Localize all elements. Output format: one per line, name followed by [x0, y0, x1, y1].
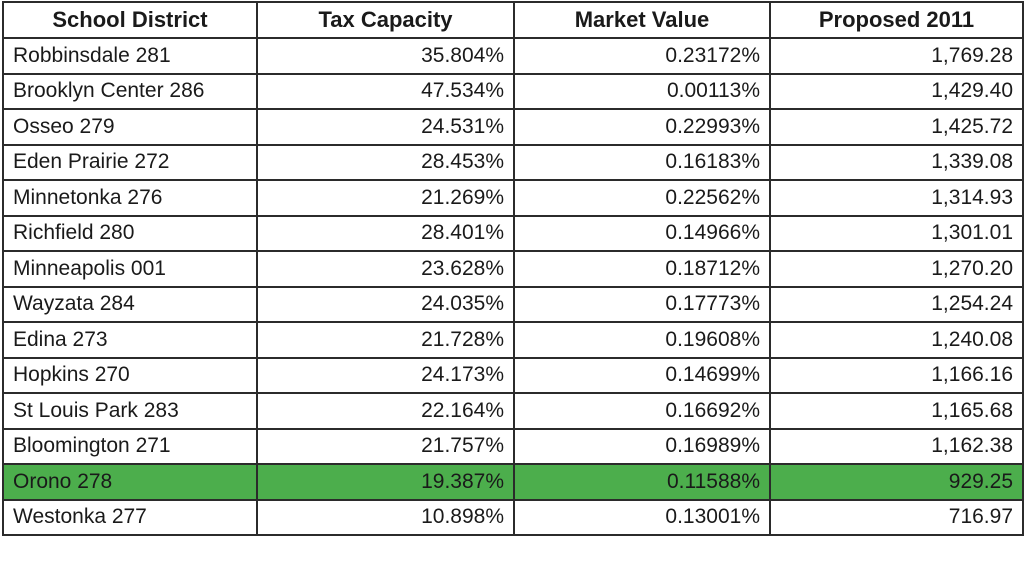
market-value-cell: 0.14699%	[513, 356, 771, 394]
tax-capacity-cell: 23.628%	[256, 250, 515, 288]
table-row: Brooklyn Center 286 47.534% 0.00113% 1,429.…	[2, 72, 1024, 110]
table-row: Westonka 277 10.898% 0.13001% 716.97	[2, 498, 1024, 536]
proposed-2011-cell: 1,769.28	[769, 37, 1024, 75]
tax-capacity-cell: 24.035%	[256, 285, 515, 323]
table-row: Richfield 280 28.401% 0.14966% 1,301.01	[2, 214, 1024, 252]
table-row: Edina 273 21.728% 0.19608% 1,240.08	[2, 321, 1024, 359]
proposed-2011-cell: 929.25	[769, 463, 1024, 501]
proposed-2011-cell: 1,339.08	[769, 143, 1024, 181]
district-cell: Minneapolis 001	[2, 250, 258, 288]
market-value-cell: 0.22562%	[513, 179, 771, 217]
district-cell: Hopkins 270	[2, 356, 258, 394]
table-row: Wayzata 284 24.035% 0.17773% 1,254.24	[2, 285, 1024, 323]
market-value-cell: 0.16692%	[513, 392, 771, 430]
tax-capacity-cell: 35.804%	[256, 37, 515, 75]
header-school-district: School District	[2, 1, 258, 39]
district-cell: Bloomington 271	[2, 427, 258, 465]
tax-capacity-cell: 10.898%	[256, 498, 515, 536]
district-cell: St Louis Park 283	[2, 392, 258, 430]
district-cell: Eden Prairie 272	[2, 143, 258, 181]
table-row: Hopkins 270 24.173% 0.14699% 1,166.16	[2, 356, 1024, 394]
tax-capacity-cell: 21.757%	[256, 427, 515, 465]
market-value-cell: 0.16183%	[513, 143, 771, 181]
district-cell: Wayzata 284	[2, 285, 258, 323]
tax-capacity-cell: 21.269%	[256, 179, 515, 217]
header-proposed-2011: Proposed 2011	[769, 1, 1024, 39]
proposed-2011-cell: 1,429.40	[769, 72, 1024, 110]
district-cell: Osseo 279	[2, 108, 258, 146]
proposed-2011-cell: 1,314.93	[769, 179, 1024, 217]
proposed-2011-cell: 716.97	[769, 498, 1024, 536]
table-row: Minneapolis 001 23.628% 0.18712% 1,270.20	[2, 250, 1024, 288]
proposed-2011-cell: 1,254.24	[769, 285, 1024, 323]
district-cell: Edina 273	[2, 321, 258, 359]
table-row: Bloomington 271 21.757% 0.16989% 1,162.38	[2, 427, 1024, 465]
table-row: Minnetonka 276 21.269% 0.22562% 1,314.93	[2, 179, 1024, 217]
market-value-cell: 0.19608%	[513, 321, 771, 359]
market-value-cell: 0.17773%	[513, 285, 771, 323]
table-row-highlighted: Orono 278 19.387% 0.11588% 929.25	[2, 463, 1024, 501]
header-tax-capacity: Tax Capacity	[256, 1, 515, 39]
table-row: Osseo 279 24.531% 0.22993% 1,425.72	[2, 108, 1024, 146]
market-value-cell: 0.23172%	[513, 37, 771, 75]
district-cell: Orono 278	[2, 463, 258, 501]
proposed-2011-cell: 1,270.20	[769, 250, 1024, 288]
district-cell: Robbinsdale 281	[2, 37, 258, 75]
tax-capacity-cell: 24.173%	[256, 356, 515, 394]
header-row: School District Tax Capacity Market Valu…	[2, 1, 1024, 39]
tax-rate-table: School District Tax Capacity Market Valu…	[2, 1, 1024, 536]
header-market-value: Market Value	[513, 1, 771, 39]
proposed-2011-cell: 1,301.01	[769, 214, 1024, 252]
proposed-2011-cell: 1,165.68	[769, 392, 1024, 430]
district-cell: Richfield 280	[2, 214, 258, 252]
district-cell: Westonka 277	[2, 498, 258, 536]
tax-capacity-cell: 28.401%	[256, 214, 515, 252]
market-value-cell: 0.14966%	[513, 214, 771, 252]
market-value-cell: 0.16989%	[513, 427, 771, 465]
proposed-2011-cell: 1,425.72	[769, 108, 1024, 146]
tax-capacity-cell: 22.164%	[256, 392, 515, 430]
market-value-cell: 0.22993%	[513, 108, 771, 146]
market-value-cell: 0.18712%	[513, 250, 771, 288]
market-value-cell: 0.13001%	[513, 498, 771, 536]
market-value-cell: 0.11588%	[513, 463, 771, 501]
table-row: Eden Prairie 272 28.453% 0.16183% 1,339.08	[2, 143, 1024, 181]
tax-capacity-cell: 47.534%	[256, 72, 515, 110]
district-cell: Brooklyn Center 286	[2, 72, 258, 110]
table-body: Robbinsdale 281 35.804% 0.23172% 1,769.28 Br…	[2, 37, 1024, 536]
table-row: St Louis Park 283 22.164% 0.16692% 1,165.68	[2, 392, 1024, 430]
market-value-cell: 0.00113%	[513, 72, 771, 110]
table-row: Robbinsdale 281 35.804% 0.23172% 1,769.28	[2, 37, 1024, 75]
district-cell: Minnetonka 276	[2, 179, 258, 217]
proposed-2011-cell: 1,240.08	[769, 321, 1024, 359]
proposed-2011-cell: 1,162.38	[769, 427, 1024, 465]
tax-capacity-cell: 24.531%	[256, 108, 515, 146]
tax-capacity-cell: 19.387%	[256, 463, 515, 501]
table-container: School District Tax Capacity Market Valu…	[2, 1, 1024, 536]
tax-capacity-cell: 28.453%	[256, 143, 515, 181]
tax-capacity-cell: 21.728%	[256, 321, 515, 359]
proposed-2011-cell: 1,166.16	[769, 356, 1024, 394]
table-header: School District Tax Capacity Market Valu…	[2, 1, 1024, 39]
